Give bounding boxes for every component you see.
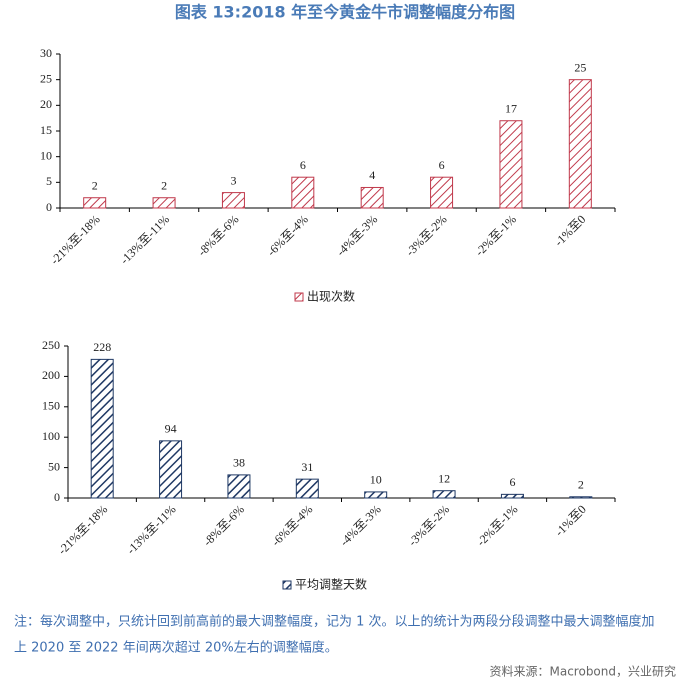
- data-label: 6: [439, 158, 445, 172]
- y-tick-label: 5: [46, 174, 52, 188]
- bar: [159, 440, 183, 499]
- data-label: 38: [233, 456, 245, 470]
- x-tick-label: -6%至-4%: [269, 502, 316, 549]
- x-tick-label: -8%至-6%: [195, 212, 242, 259]
- bar: [227, 474, 251, 499]
- bar: [90, 358, 114, 499]
- x-tick-label: -8%至-6%: [200, 502, 247, 549]
- x-tick-label: -4%至-3%: [337, 502, 384, 549]
- y-tick-label: 100: [42, 429, 60, 443]
- data-label: 4: [369, 168, 375, 182]
- bar: [430, 176, 454, 209]
- y-tick-label: 250: [42, 338, 60, 352]
- y-tick-label: 200: [42, 368, 60, 382]
- bar: [499, 120, 523, 209]
- legend-label: 出现次数: [307, 289, 355, 304]
- x-tick-label: -1%至0: [552, 502, 589, 539]
- y-tick-label: 150: [42, 399, 60, 413]
- bar: [500, 493, 524, 499]
- x-tick-label: -21%至-18%: [55, 502, 110, 557]
- data-label: 2: [161, 178, 167, 192]
- y-tick-label: 10: [40, 148, 52, 162]
- y-tick-label: 15: [40, 123, 52, 137]
- bar: [360, 186, 384, 209]
- y-tick-label: 0: [46, 200, 52, 214]
- x-tick-label: -6%至-4%: [264, 212, 311, 259]
- legend-swatch: [294, 292, 304, 302]
- x-tick-label: -2%至-1%: [474, 502, 521, 549]
- legend-swatch: [282, 580, 292, 590]
- x-tick-label: -13%至-11%: [124, 502, 179, 557]
- data-label: 31: [301, 460, 313, 474]
- x-tick-label: -4%至-3%: [334, 212, 381, 259]
- data-label: 6: [509, 475, 515, 489]
- x-tick-label: -3%至-2%: [403, 212, 450, 259]
- y-tick-label: 30: [40, 46, 52, 60]
- x-tick-label: -2%至-1%: [472, 212, 519, 259]
- legend-label: 平均调整天数: [295, 577, 367, 592]
- bar: [221, 192, 245, 209]
- bar: [569, 496, 593, 499]
- bar: [295, 478, 319, 499]
- x-tick-label: -13%至-11%: [117, 212, 172, 267]
- source: 资料来源：Macrobond，兴业研究: [490, 664, 677, 679]
- data-label: 2: [578, 478, 584, 492]
- note-line: 注：每次调整中，只统计回到前高前的最大调整幅度，记为 1 次。以上的统计为两段分…: [14, 614, 655, 630]
- note-line: 上 2020 至 2022 年间两次超过 20%左右的调整幅度。: [14, 640, 338, 656]
- y-tick-label: 25: [40, 71, 52, 85]
- data-label: 25: [574, 60, 586, 74]
- x-tick-label: -21%至-18%: [48, 212, 103, 267]
- x-tick-label: -1%至0: [552, 212, 589, 249]
- data-label: 2: [92, 178, 98, 192]
- data-label: 10: [370, 473, 382, 487]
- data-label: 12: [438, 471, 450, 485]
- data-label: 17: [505, 101, 517, 115]
- data-label: 94: [165, 422, 177, 436]
- data-label: 228: [93, 340, 111, 354]
- x-tick-label: -3%至-2%: [405, 502, 452, 549]
- data-label: 3: [230, 173, 236, 187]
- bar: [364, 491, 388, 499]
- bar: [568, 79, 592, 209]
- y-tick-label: 0: [54, 490, 60, 504]
- bar: [152, 197, 176, 209]
- bar: [83, 197, 107, 209]
- page-title: 图表 13:2018 年至今黄金牛市调整幅度分布图: [175, 3, 515, 22]
- y-tick-label: 50: [48, 459, 60, 473]
- data-label: 6: [300, 158, 306, 172]
- y-tick-label: 20: [40, 97, 52, 111]
- bar: [291, 176, 315, 209]
- bar: [432, 490, 456, 499]
